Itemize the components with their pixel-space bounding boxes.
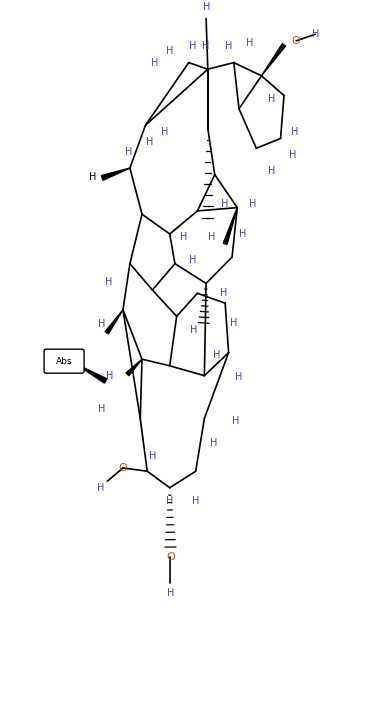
Text: O: O — [292, 36, 301, 46]
Polygon shape — [75, 364, 107, 383]
Text: H: H — [189, 255, 196, 265]
Text: H: H — [106, 277, 113, 287]
Text: H: H — [167, 588, 174, 598]
Text: H: H — [268, 166, 275, 176]
Text: H: H — [99, 319, 106, 329]
Text: H: H — [208, 232, 215, 242]
Text: Abs: Abs — [56, 357, 72, 365]
Text: H: H — [99, 404, 106, 414]
Text: H: H — [202, 41, 210, 51]
Text: H: H — [166, 496, 173, 506]
Text: H: H — [232, 415, 239, 426]
Polygon shape — [101, 168, 130, 181]
Text: H: H — [203, 1, 210, 12]
Text: H: H — [192, 496, 199, 506]
Text: H: H — [246, 38, 253, 48]
Polygon shape — [223, 207, 237, 244]
Text: H: H — [149, 451, 156, 461]
Text: H: H — [89, 172, 96, 182]
Text: H: H — [221, 199, 228, 210]
Text: H: H — [146, 137, 153, 146]
Polygon shape — [261, 44, 286, 76]
Text: H: H — [106, 370, 114, 381]
Text: H: H — [235, 372, 243, 382]
Text: H: H — [289, 150, 296, 160]
Text: H: H — [225, 41, 232, 51]
Text: O: O — [166, 552, 175, 562]
Text: H: H — [189, 41, 196, 51]
Text: H: H — [161, 127, 168, 137]
Polygon shape — [105, 310, 123, 334]
Text: H: H — [213, 349, 220, 360]
Text: H: H — [268, 94, 275, 104]
FancyBboxPatch shape — [44, 349, 84, 373]
Text: H: H — [190, 325, 198, 334]
Text: H: H — [249, 199, 256, 210]
Text: H: H — [97, 483, 104, 493]
Text: H: H — [210, 438, 218, 448]
Text: H: H — [125, 146, 133, 157]
Text: H: H — [230, 318, 237, 328]
Text: H: H — [239, 229, 246, 239]
Text: H: H — [312, 29, 319, 39]
Text: H: H — [220, 289, 227, 298]
Text: H: H — [166, 46, 173, 57]
Text: H: H — [180, 232, 187, 242]
Text: H: H — [152, 57, 159, 67]
Text: O: O — [118, 463, 127, 473]
Polygon shape — [126, 359, 142, 376]
Text: H: H — [291, 127, 298, 137]
